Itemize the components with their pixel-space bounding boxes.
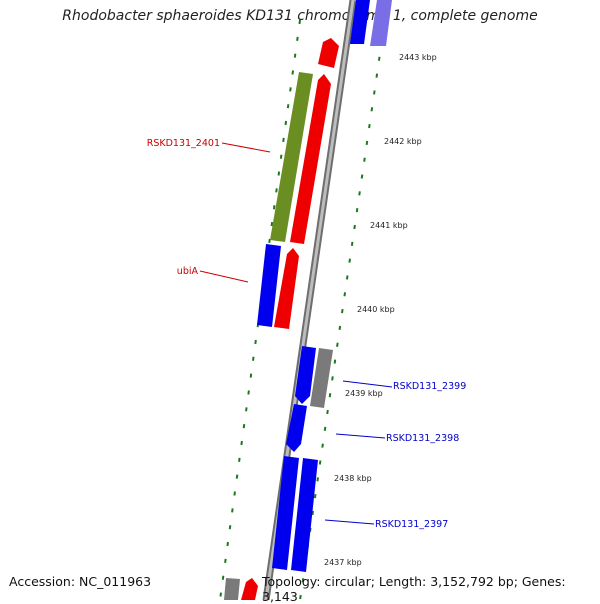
tick-label-2439: 2439 kbp (345, 389, 383, 398)
gene-labels: RSKD131_2401 ubiA RSKD131_2399 RSKD131_2… (147, 138, 467, 530)
gene-label-rskd131-2398: RSKD131_2398 (386, 433, 459, 444)
gene-label-rskd131-2399: RSKD131_2399 (393, 381, 466, 392)
tick-label-2443: 2443 kbp (399, 53, 437, 62)
gene-forward-ubia (257, 244, 281, 327)
gene-label-rskd131-2401: RSKD131_2401 (147, 138, 220, 149)
gene-forward-rskd131-2398 (286, 404, 307, 452)
tick-label-2437: 2437 kbp (324, 558, 362, 567)
tick-label-2440: 2440 kbp (357, 305, 395, 314)
tick-label-2441: 2441 kbp (370, 221, 408, 230)
gene-forward-rskd131-2397-a (272, 456, 299, 570)
gene-reverse-3 (274, 248, 299, 329)
gene-forward-top (350, 0, 370, 44)
tick-label-2438: 2438 kbp (334, 474, 372, 483)
gene-label-lines (199, 142, 393, 525)
map-title: Rhodobacter sphaeroides KD131 chromosome… (62, 8, 538, 24)
gene-reverse-1 (318, 38, 339, 68)
gene-gray-2 (224, 578, 240, 600)
gene-forward-rskd131-2397-b (291, 458, 318, 572)
gene-label-rskd131-2397: RSKD131_2397 (375, 519, 448, 530)
genes (224, 0, 392, 600)
tick-labels: 2443 kbp 2442 kbp 2441 kbp 2440 kbp 2439… (324, 53, 437, 567)
gene-reverse-4 (241, 578, 258, 600)
tick-label-2442: 2442 kbp (384, 137, 422, 146)
gene-reverse-2 (290, 74, 331, 244)
gene-gray-1 (310, 348, 333, 408)
gene-purple-top (370, 0, 392, 46)
gene-olive-rskd131-2401 (270, 72, 313, 242)
gene-forward-rskd131-2399 (295, 346, 316, 404)
accession-text: Accession: NC_011963 (9, 574, 152, 589)
gene-label-ubia: ubiA (177, 266, 199, 277)
